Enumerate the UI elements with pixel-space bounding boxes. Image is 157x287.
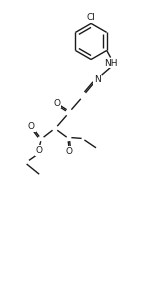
Text: O: O <box>66 147 73 156</box>
Text: O: O <box>28 122 35 131</box>
Text: N: N <box>94 75 101 84</box>
Text: O: O <box>36 146 43 155</box>
Text: Cl: Cl <box>87 13 95 22</box>
Text: NH: NH <box>104 59 117 67</box>
Text: O: O <box>54 98 61 108</box>
